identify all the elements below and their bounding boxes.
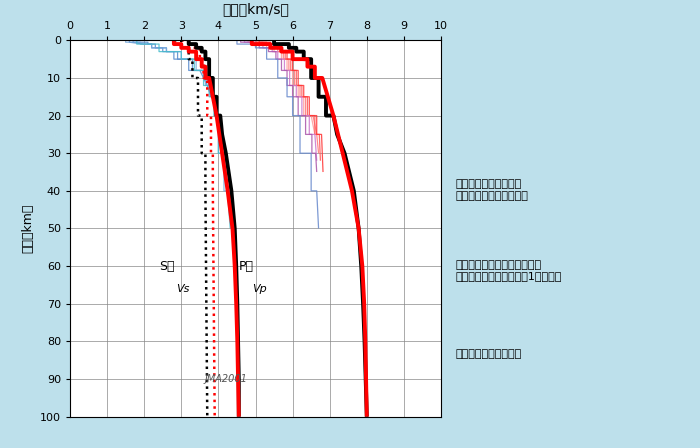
Text: 赤太線：東北地方沖の
　日本海溝陸寄りの構造: 赤太線：東北地方沖の 日本海溝陸寄りの構造 [455, 179, 528, 201]
Text: S波: S波 [159, 259, 174, 273]
Text: Vs: Vs [176, 284, 190, 294]
Text: P波: P波 [239, 259, 253, 273]
Y-axis label: 深さ（km）: 深さ（km） [22, 204, 34, 253]
Title: 速度（km/s）: 速度（km/s） [222, 2, 289, 16]
Text: 細い線：海域構造探査結果の
　各側線から読み取った1次元構造: 細い線：海域構造探査結果の 各側線から読み取った1次元構造 [455, 260, 561, 281]
Text: 黒線：既存の陸域構造: 黒線：既存の陸域構造 [455, 349, 522, 359]
Text: Vp: Vp [252, 284, 267, 294]
Text: JMA2001: JMA2001 [204, 374, 247, 384]
